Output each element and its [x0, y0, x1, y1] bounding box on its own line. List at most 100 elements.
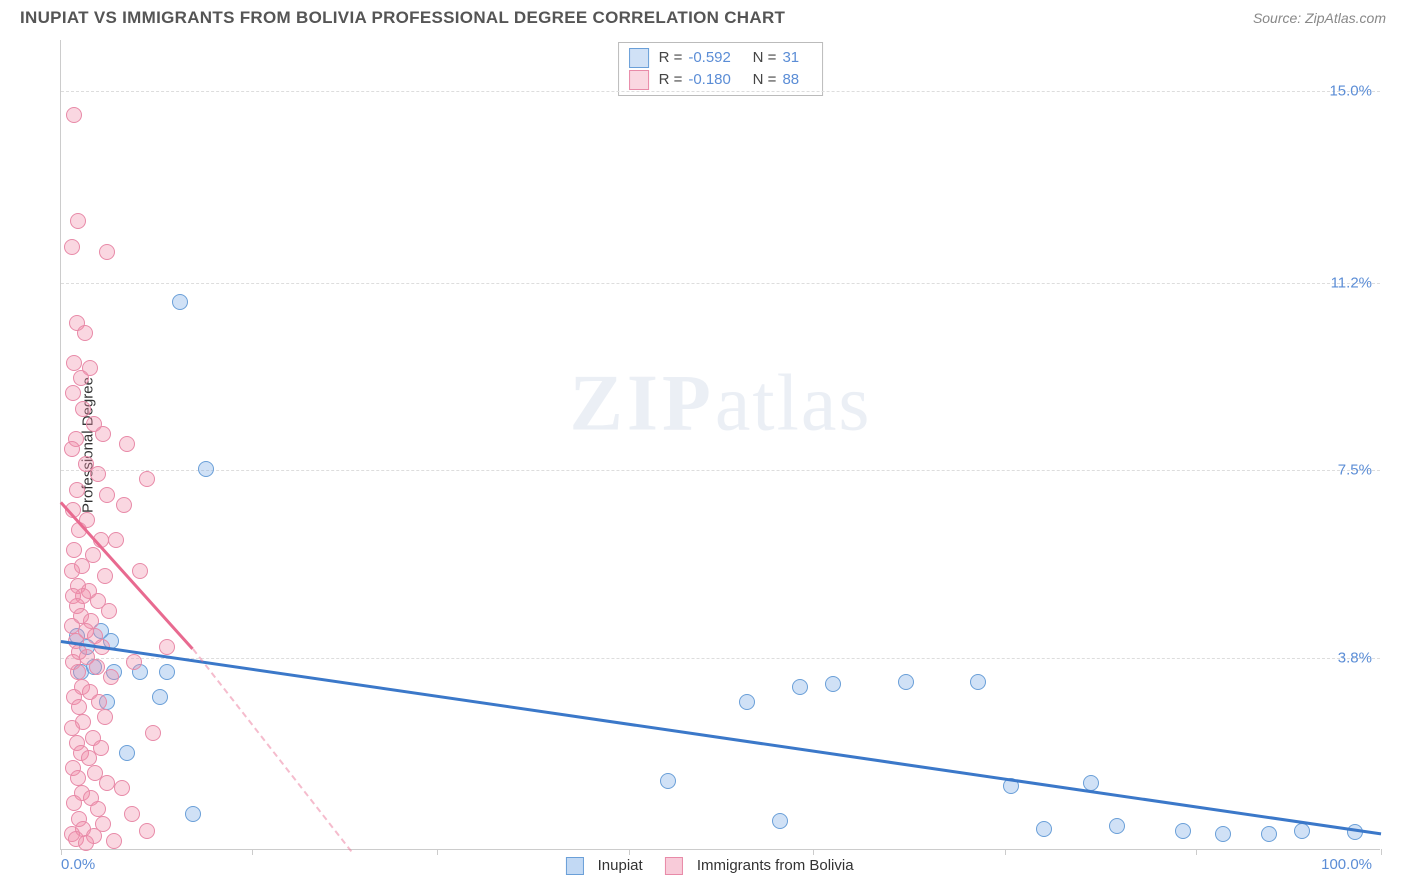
- data-point: [70, 664, 86, 680]
- data-point: [1036, 821, 1052, 837]
- legend-swatch: [629, 48, 649, 68]
- n-label: N =: [744, 47, 776, 69]
- data-point: [124, 806, 140, 822]
- series-legend: Inupiat Immigrants from Bolivia: [565, 857, 875, 875]
- data-point: [73, 370, 89, 386]
- x-tick-mark: [61, 849, 62, 855]
- data-point: [65, 385, 81, 401]
- r-value: -0.180: [688, 69, 744, 91]
- x-tick-mark: [252, 849, 253, 855]
- data-point: [99, 244, 115, 260]
- data-point: [1347, 824, 1363, 840]
- gridline: [61, 470, 1380, 471]
- trend-line: [61, 640, 1381, 835]
- data-point: [792, 679, 808, 695]
- data-point: [825, 676, 841, 692]
- data-point: [126, 654, 142, 670]
- data-point: [139, 471, 155, 487]
- data-point: [1109, 818, 1125, 834]
- legend-item: Immigrants from Bolivia: [665, 857, 854, 874]
- y-tick-label: 7.5%: [1338, 462, 1372, 479]
- data-point: [970, 674, 986, 690]
- data-point: [1294, 823, 1310, 839]
- data-point: [70, 213, 86, 229]
- data-point: [69, 482, 85, 498]
- data-point: [119, 436, 135, 452]
- legend-item: Inupiat: [565, 857, 642, 874]
- gridline: [61, 283, 1380, 284]
- n-value: 31: [782, 47, 812, 69]
- watermark: ZIPatlas: [570, 359, 872, 450]
- data-point: [898, 674, 914, 690]
- legend-swatch: [665, 857, 683, 875]
- data-point: [81, 750, 97, 766]
- gridline: [61, 91, 1380, 92]
- x-tick-mark: [1196, 849, 1197, 855]
- gridline: [61, 658, 1380, 659]
- data-point: [152, 689, 168, 705]
- data-point: [90, 466, 106, 482]
- data-point: [64, 239, 80, 255]
- chart-container: Professional Degree ZIPatlas R = -0.592 …: [50, 40, 1390, 850]
- data-point: [64, 441, 80, 457]
- data-point: [739, 694, 755, 710]
- data-point: [91, 694, 107, 710]
- data-point: [97, 709, 113, 725]
- legend-swatch: [565, 857, 583, 875]
- x-tick-mark: [437, 849, 438, 855]
- y-tick-label: 11.2%: [1331, 275, 1372, 292]
- data-point: [90, 801, 106, 817]
- data-point: [99, 487, 115, 503]
- data-point: [772, 813, 788, 829]
- data-point: [71, 699, 87, 715]
- source-attribution: Source: ZipAtlas.com: [1253, 10, 1386, 26]
- data-point: [101, 603, 117, 619]
- data-point: [106, 833, 122, 849]
- data-point: [145, 725, 161, 741]
- data-point: [159, 639, 175, 655]
- legend-stat-row: R = -0.180 N = 88: [629, 69, 813, 91]
- data-point: [66, 795, 82, 811]
- data-point: [660, 773, 676, 789]
- data-point: [95, 426, 111, 442]
- data-point: [1215, 826, 1231, 842]
- data-point: [132, 563, 148, 579]
- legend-stat-row: R = -0.592 N = 31: [629, 47, 813, 69]
- y-tick-label: 15.0%: [1329, 82, 1372, 99]
- x-tick-mark: [1381, 849, 1382, 855]
- data-point: [75, 401, 91, 417]
- data-point: [89, 659, 105, 675]
- x-tick-mark: [813, 849, 814, 855]
- data-point: [114, 780, 130, 796]
- data-point: [1175, 823, 1191, 839]
- n-label: N =: [744, 69, 776, 91]
- correlation-legend: R = -0.592 N = 31R = -0.180 N = 88: [618, 42, 824, 96]
- x-tick-label: 0.0%: [61, 856, 95, 873]
- y-tick-label: 3.8%: [1338, 649, 1372, 666]
- data-point: [116, 497, 132, 513]
- data-point: [78, 835, 94, 851]
- x-tick-label: 100.0%: [1321, 856, 1372, 873]
- data-point: [77, 325, 93, 341]
- data-point: [66, 355, 82, 371]
- data-point: [66, 107, 82, 123]
- r-label: R =: [659, 47, 683, 69]
- data-point: [139, 823, 155, 839]
- data-point: [198, 461, 214, 477]
- x-tick-mark: [629, 849, 630, 855]
- x-tick-mark: [1005, 849, 1006, 855]
- data-point: [172, 294, 188, 310]
- chart-title: INUPIAT VS IMMIGRANTS FROM BOLIVIA PROFE…: [20, 8, 785, 28]
- data-point: [185, 806, 201, 822]
- data-point: [1261, 826, 1277, 842]
- data-point: [103, 669, 119, 685]
- data-point: [64, 720, 80, 736]
- data-point: [97, 568, 113, 584]
- data-point: [108, 532, 124, 548]
- r-value: -0.592: [688, 47, 744, 69]
- data-point: [70, 770, 86, 786]
- legend-swatch: [629, 70, 649, 90]
- data-point: [64, 563, 80, 579]
- r-label: R =: [659, 69, 683, 91]
- n-value: 88: [782, 69, 812, 91]
